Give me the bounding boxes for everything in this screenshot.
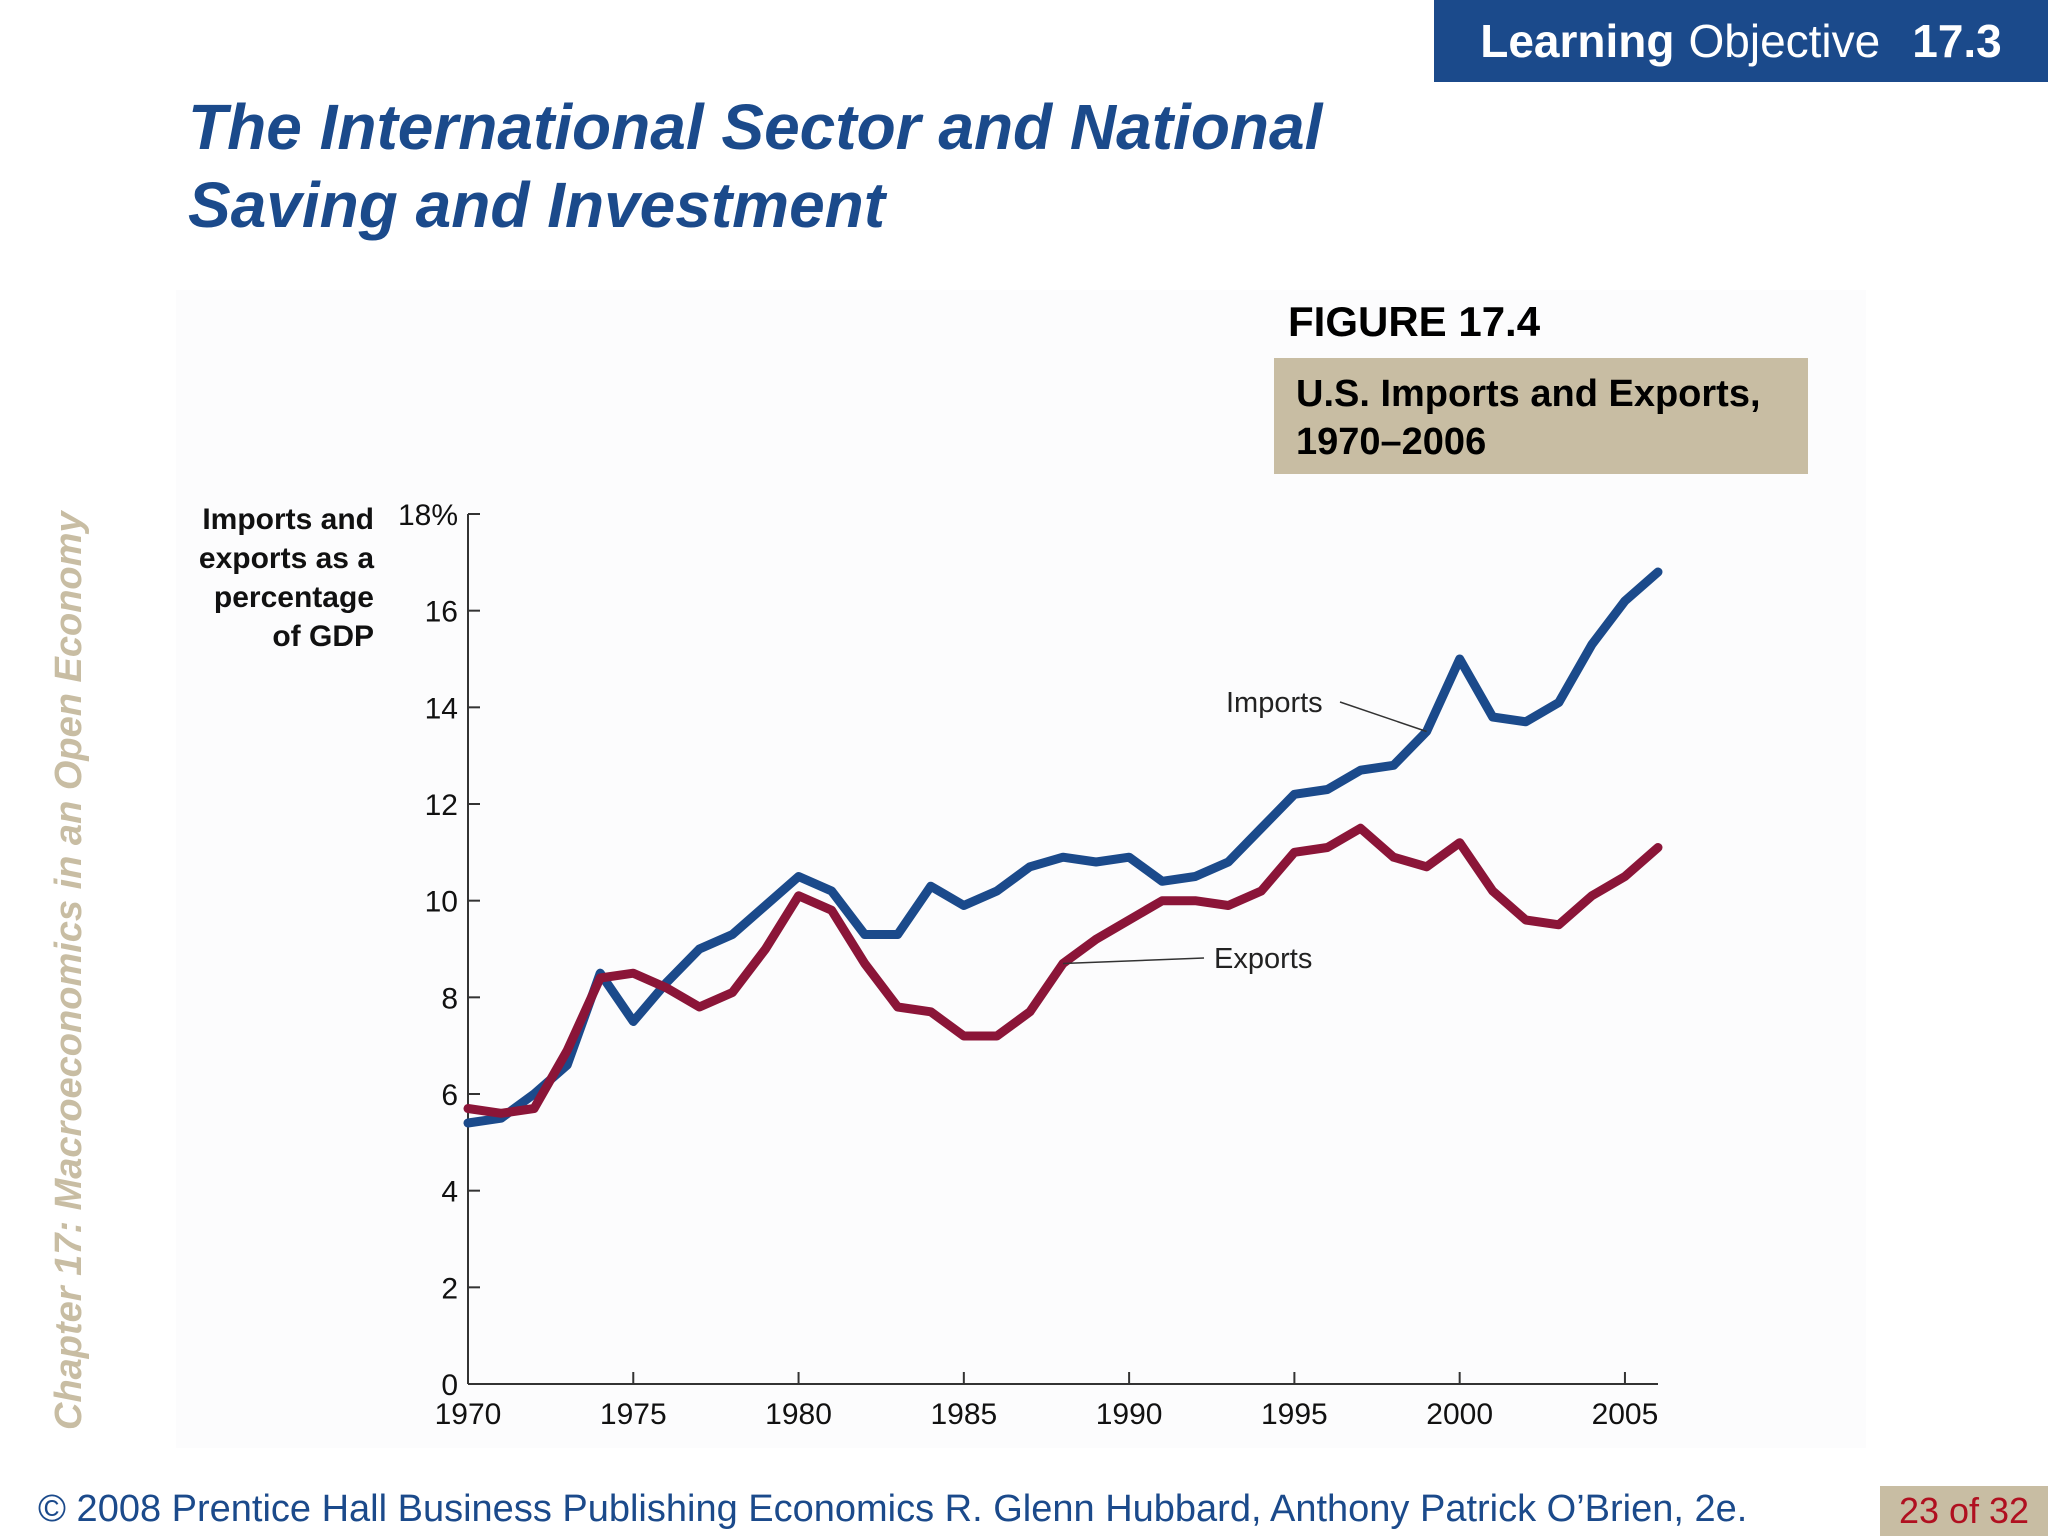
series-line-imports: [463, 567, 1663, 1128]
x-tick-label: 1990: [1096, 1398, 1163, 1431]
slide-title: The International Sector and National Sa…: [188, 91, 1323, 241]
badge-number: 17.3: [1912, 15, 2002, 67]
figure-caption: U.S. Imports and Exports, 1970–2006: [1274, 358, 1808, 474]
x-tick-label: 1975: [600, 1398, 667, 1431]
x-tick-label: 2000: [1426, 1398, 1493, 1431]
series-line-exports: [463, 823, 1663, 1118]
y-tick-label: 6: [441, 1079, 458, 1112]
y-tick-label: 10: [425, 886, 458, 919]
x-tick-label: 1995: [1261, 1398, 1328, 1431]
y-tick-label: 4: [441, 1176, 458, 1209]
y-tick-label: 18%: [398, 499, 458, 532]
footer-credit: © 2008 Prentice Hall Business Publishing…: [38, 1488, 1748, 1530]
y-tick-label: 2: [441, 1272, 458, 1305]
y-axis-label: Imports and exports as a percentage of G…: [198, 503, 374, 653]
series-label-imports: Imports: [1226, 687, 1323, 719]
figure-label: FIGURE 17.4: [1288, 298, 1541, 345]
series-label-exports: Exports: [1214, 943, 1312, 975]
badge-objective: Objective: [1688, 15, 1881, 67]
x-tick-label: 1980: [765, 1398, 832, 1431]
y-tick-label: 0: [441, 1369, 458, 1402]
y-tick-label: 8: [441, 982, 458, 1015]
page-number: 23 of 32: [1880, 1486, 2048, 1536]
x-tick-label: 1970: [435, 1398, 502, 1431]
y-tick-label: 14: [425, 692, 458, 725]
x-tick-label: 2005: [1592, 1398, 1659, 1431]
badge-learning: Learning: [1480, 15, 1675, 67]
learning-objective-badge: Learning Objective 17.3: [1434, 0, 2048, 82]
x-tick-label: 1985: [930, 1398, 997, 1431]
y-tick-label: 12: [425, 789, 458, 822]
y-tick-label: 16: [425, 596, 458, 629]
leader-line-imports: [1339, 701, 1427, 733]
leader-line-exports: [1062, 957, 1205, 965]
